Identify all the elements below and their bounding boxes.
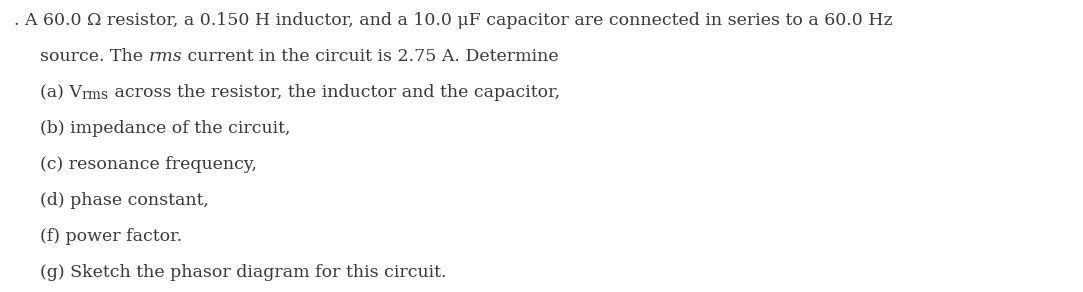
Text: source. The: source. The (40, 48, 148, 65)
Text: (c) resonance frequency,: (c) resonance frequency, (40, 156, 257, 173)
Text: (f) power factor.: (f) power factor. (40, 228, 182, 245)
Text: (d) phase constant,: (d) phase constant, (40, 192, 209, 209)
Text: current in the circuit is 2.75 A. Determine: current in the circuit is 2.75 A. Determ… (182, 48, 559, 65)
Text: across the resistor, the inductor and the capacitor,: across the resistor, the inductor and th… (109, 84, 560, 101)
Text: rms: rms (148, 48, 182, 65)
Text: (g) Sketch the phasor diagram for this circuit.: (g) Sketch the phasor diagram for this c… (40, 264, 446, 281)
Text: rms: rms (82, 88, 109, 102)
Text: (b) impedance of the circuit,: (b) impedance of the circuit, (40, 120, 290, 137)
Text: (a) V: (a) V (40, 84, 82, 101)
Text: . A 60.0 Ω resistor, a 0.150 H inductor, and a 10.0 μF capacitor are connected i: . A 60.0 Ω resistor, a 0.150 H inductor,… (14, 12, 892, 29)
